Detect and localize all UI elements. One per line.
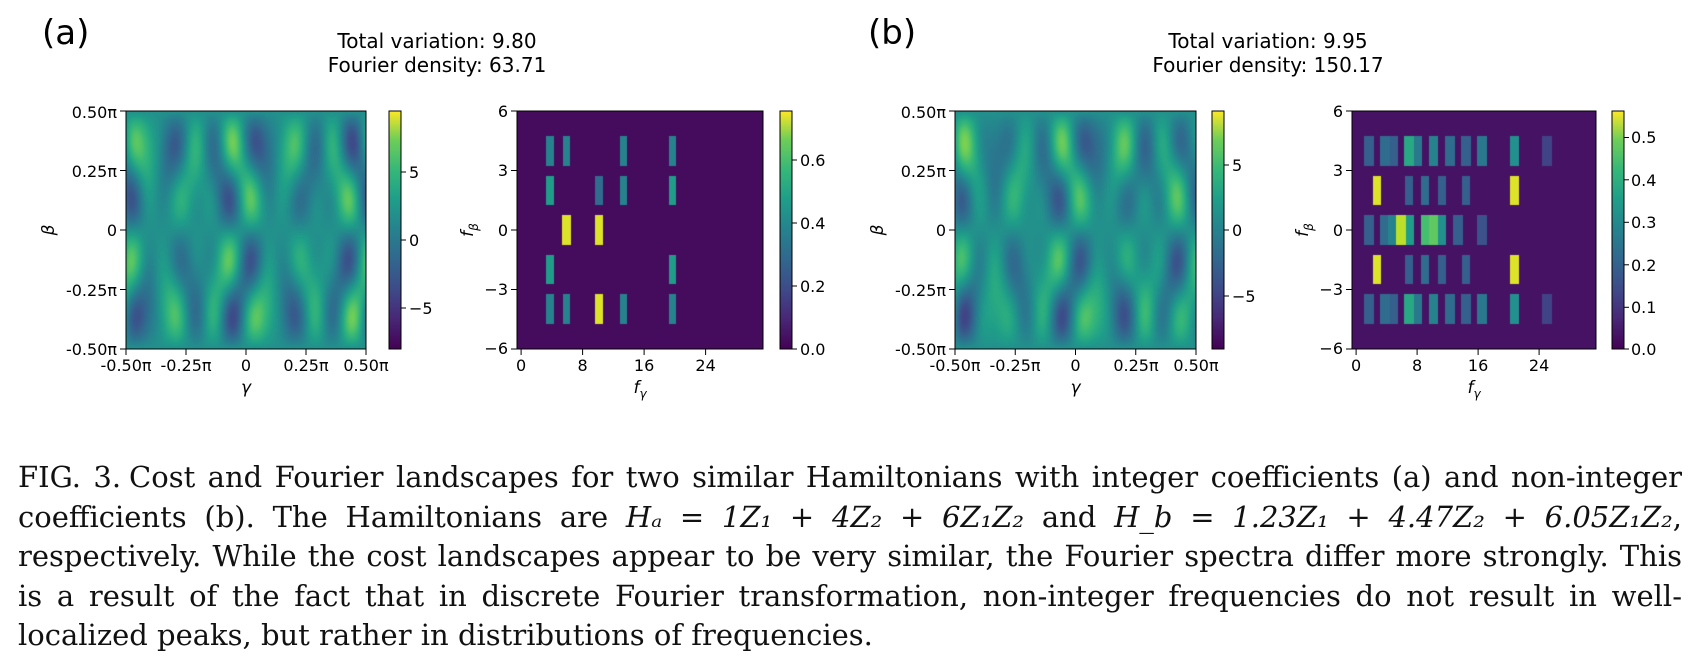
caption-equation-a: Hₐ = 1Z₁ + 4Z₂ + 6Z₁Z₂ — [625, 499, 1025, 534]
panel-a-cost-xtick: 0 — [241, 356, 251, 375]
panel-a-cost-ylabel: β — [39, 224, 59, 236]
panel-b-title-line1: Total variation: 9.95 — [1167, 29, 1367, 53]
caption-equation-b: H_b = 1.23Z₁ + 4.47Z₂ + 6.05Z₁Z₂ — [1114, 499, 1673, 534]
panel-a-fourier-cbar-tick: 0.4 — [800, 214, 825, 233]
panel-a-fourier-ytick: 0 — [498, 221, 508, 240]
panel-b-cost-cbar-tick: 5 — [1232, 156, 1242, 175]
panel-b-fourier-heatmap — [1352, 111, 1596, 349]
panel-a-cost-ytick: -0.50π — [66, 340, 117, 359]
panel-b-cost-xtick: 0 — [1070, 356, 1080, 375]
panel-b-fourier-ytick: −6 — [1319, 339, 1343, 358]
panel-a-fourier-xtick: 8 — [578, 356, 588, 375]
panel-b-fourier-cbar-tick: 0.0 — [1631, 340, 1656, 359]
panel-a-cost-cbar-tick: 0 — [409, 231, 419, 250]
panel-b-fourier-ytick: 6 — [1333, 102, 1343, 121]
panel-a-fourier-ytick: 3 — [498, 161, 508, 180]
panel-b-fourier-xlabel: fγ — [1467, 378, 1481, 401]
panel-b-title-line2: Fourier density: 150.17 — [1152, 53, 1383, 77]
panel-a-fourier-ytick: 6 — [498, 102, 508, 121]
panel-a-cost-ytick: -0.25π — [66, 281, 117, 300]
panel-b-fourier-cbar-tick: 0.5 — [1631, 128, 1656, 147]
caption-label: FIG. 3. — [18, 460, 122, 494]
panel-a-fourier-colorbar — [779, 110, 793, 350]
panel-b-fourier-ytick: −3 — [1319, 280, 1343, 299]
panel-b-cost-ylabel: β — [868, 224, 888, 236]
panel-a-fourier-ytick: −6 — [484, 339, 508, 358]
panel-b-cost-cbar-tick: 0 — [1232, 221, 1242, 240]
panel-a-cost-cbar-tick: 5 — [409, 163, 419, 182]
panel-b-fourier-cbar-tick: 0.4 — [1631, 171, 1656, 190]
panel-a-fourier-xtick: 0 — [516, 356, 526, 375]
panel-a-fourier-cbar-tick: 0.2 — [800, 277, 825, 296]
panel-b-fourier-colorbar — [1611, 110, 1625, 350]
panel-b-cost-xtick: -0.50π — [929, 356, 980, 375]
panel-a-fourier-cbar-tick: 0.6 — [800, 151, 825, 170]
panel-a-cost-xtick: 0.50π — [343, 356, 389, 375]
panel-b-fourier-xtick: 0 — [1351, 356, 1361, 375]
panel-a-fourier-cbar-tick: 0.0 — [800, 340, 825, 359]
panel-b-fourier-cbar-tick: 0.1 — [1631, 298, 1656, 317]
panel-a-cost-xtick: -0.50π — [100, 356, 151, 375]
panel-b-cost-ytick: 0 — [936, 221, 946, 240]
panel-b-cost-heatmap — [955, 111, 1196, 349]
panel-b-cost-ytick: 0.25π — [901, 162, 947, 181]
panel-a-fourier-heatmap — [517, 111, 763, 349]
panel-b-cost-ytick: -0.50π — [895, 340, 946, 359]
panel-a-fourier-map: 6 3 0 −3 −6 0 8 16 24 fγ fβ 0.6 0.4 0.2 … — [458, 102, 825, 401]
caption-text-part2: and — [1024, 499, 1115, 534]
panel-a-cost-xtick: -0.25π — [160, 356, 211, 375]
panel-b-cost-map: 0.50π 0.25π 0 -0.25π -0.50π -0.50π -0.25… — [868, 103, 1256, 398]
panel-a-label: (a) — [42, 13, 89, 53]
panel-b-cost-ytick: -0.25π — [895, 281, 946, 300]
figure-3: (a) Total variation: 9.80 Fourier densit… — [39, 13, 1656, 401]
panel-a-cost-ytick: 0.25π — [72, 162, 118, 181]
panel-b-fourier-cbar-tick: 0.2 — [1631, 256, 1656, 275]
panel-a-fourier-xtick: 16 — [634, 356, 654, 375]
panel-b-fourier-ytick: 3 — [1333, 161, 1343, 180]
panel-a-fourier-xtick: 24 — [695, 356, 715, 375]
panel-b-cost-xtick: -0.25π — [989, 356, 1040, 375]
panel-b-cost-cbar-tick: −5 — [1232, 287, 1256, 306]
panel-b-cost-colorbar — [1211, 110, 1225, 350]
panel-a-cost-xlabel: γ — [241, 378, 252, 398]
panel-b-fourier-ylabel: fβ — [1293, 223, 1316, 237]
panel-a-cost-xtick: 0.25π — [283, 356, 329, 375]
panel-a-cost-colorbar — [388, 110, 402, 350]
panel-a-cost-ytick: 0 — [107, 221, 117, 240]
panel-a-cost-heatmap — [126, 111, 366, 349]
panel-a-fourier-xlabel: fγ — [633, 378, 647, 401]
panel-b-cost-xtick: 0.50π — [1173, 356, 1219, 375]
panel-b-fourier-xtick: 24 — [1529, 356, 1549, 375]
panel-a-fourier-ytick: −3 — [484, 280, 508, 299]
panel-b-fourier-xtick: 8 — [1412, 356, 1422, 375]
caption-text-part1: Cost and Fourier landscapes for two simi… — [18, 460, 1682, 534]
caption-text-part3: , respectively. While the cost landscape… — [18, 499, 1683, 653]
figure-canvas: (a) Total variation: 9.80 Fourier densit… — [39, 13, 1656, 401]
panel-b-fourier-ytick: 0 — [1333, 221, 1343, 240]
panel-a-fourier-ylabel: fβ — [458, 223, 481, 237]
panel-b-cost-ytick: 0.50π — [901, 103, 947, 122]
panel-a-title-line1: Total variation: 9.80 — [336, 29, 536, 53]
panel-b-label: (b) — [868, 13, 916, 53]
panel-a-cost-ytick: 0.50π — [72, 103, 118, 122]
panel-a-cost-map: 0.50π 0.25π 0 -0.25π -0.50π -0.50π -0.25… — [39, 103, 433, 398]
panel-b-fourier-map: 6 3 0 −3 −6 0 8 16 24 fγ fβ 0.5 0.4 0.3 … — [1293, 102, 1656, 401]
panel-a-cost-cbar-tick: −5 — [409, 299, 433, 318]
figure-caption: FIG. 3. Cost and Fourier landscapes for t… — [18, 458, 1682, 656]
panel-b-cost-xtick: 0.25π — [1113, 356, 1159, 375]
panel-b-fourier-cbar-tick: 0.3 — [1631, 213, 1656, 232]
panel-b-cost-xlabel: γ — [1070, 378, 1081, 398]
panel-b-fourier-xtick: 16 — [1468, 356, 1488, 375]
panel-a-title-line2: Fourier density: 63.71 — [328, 53, 547, 77]
